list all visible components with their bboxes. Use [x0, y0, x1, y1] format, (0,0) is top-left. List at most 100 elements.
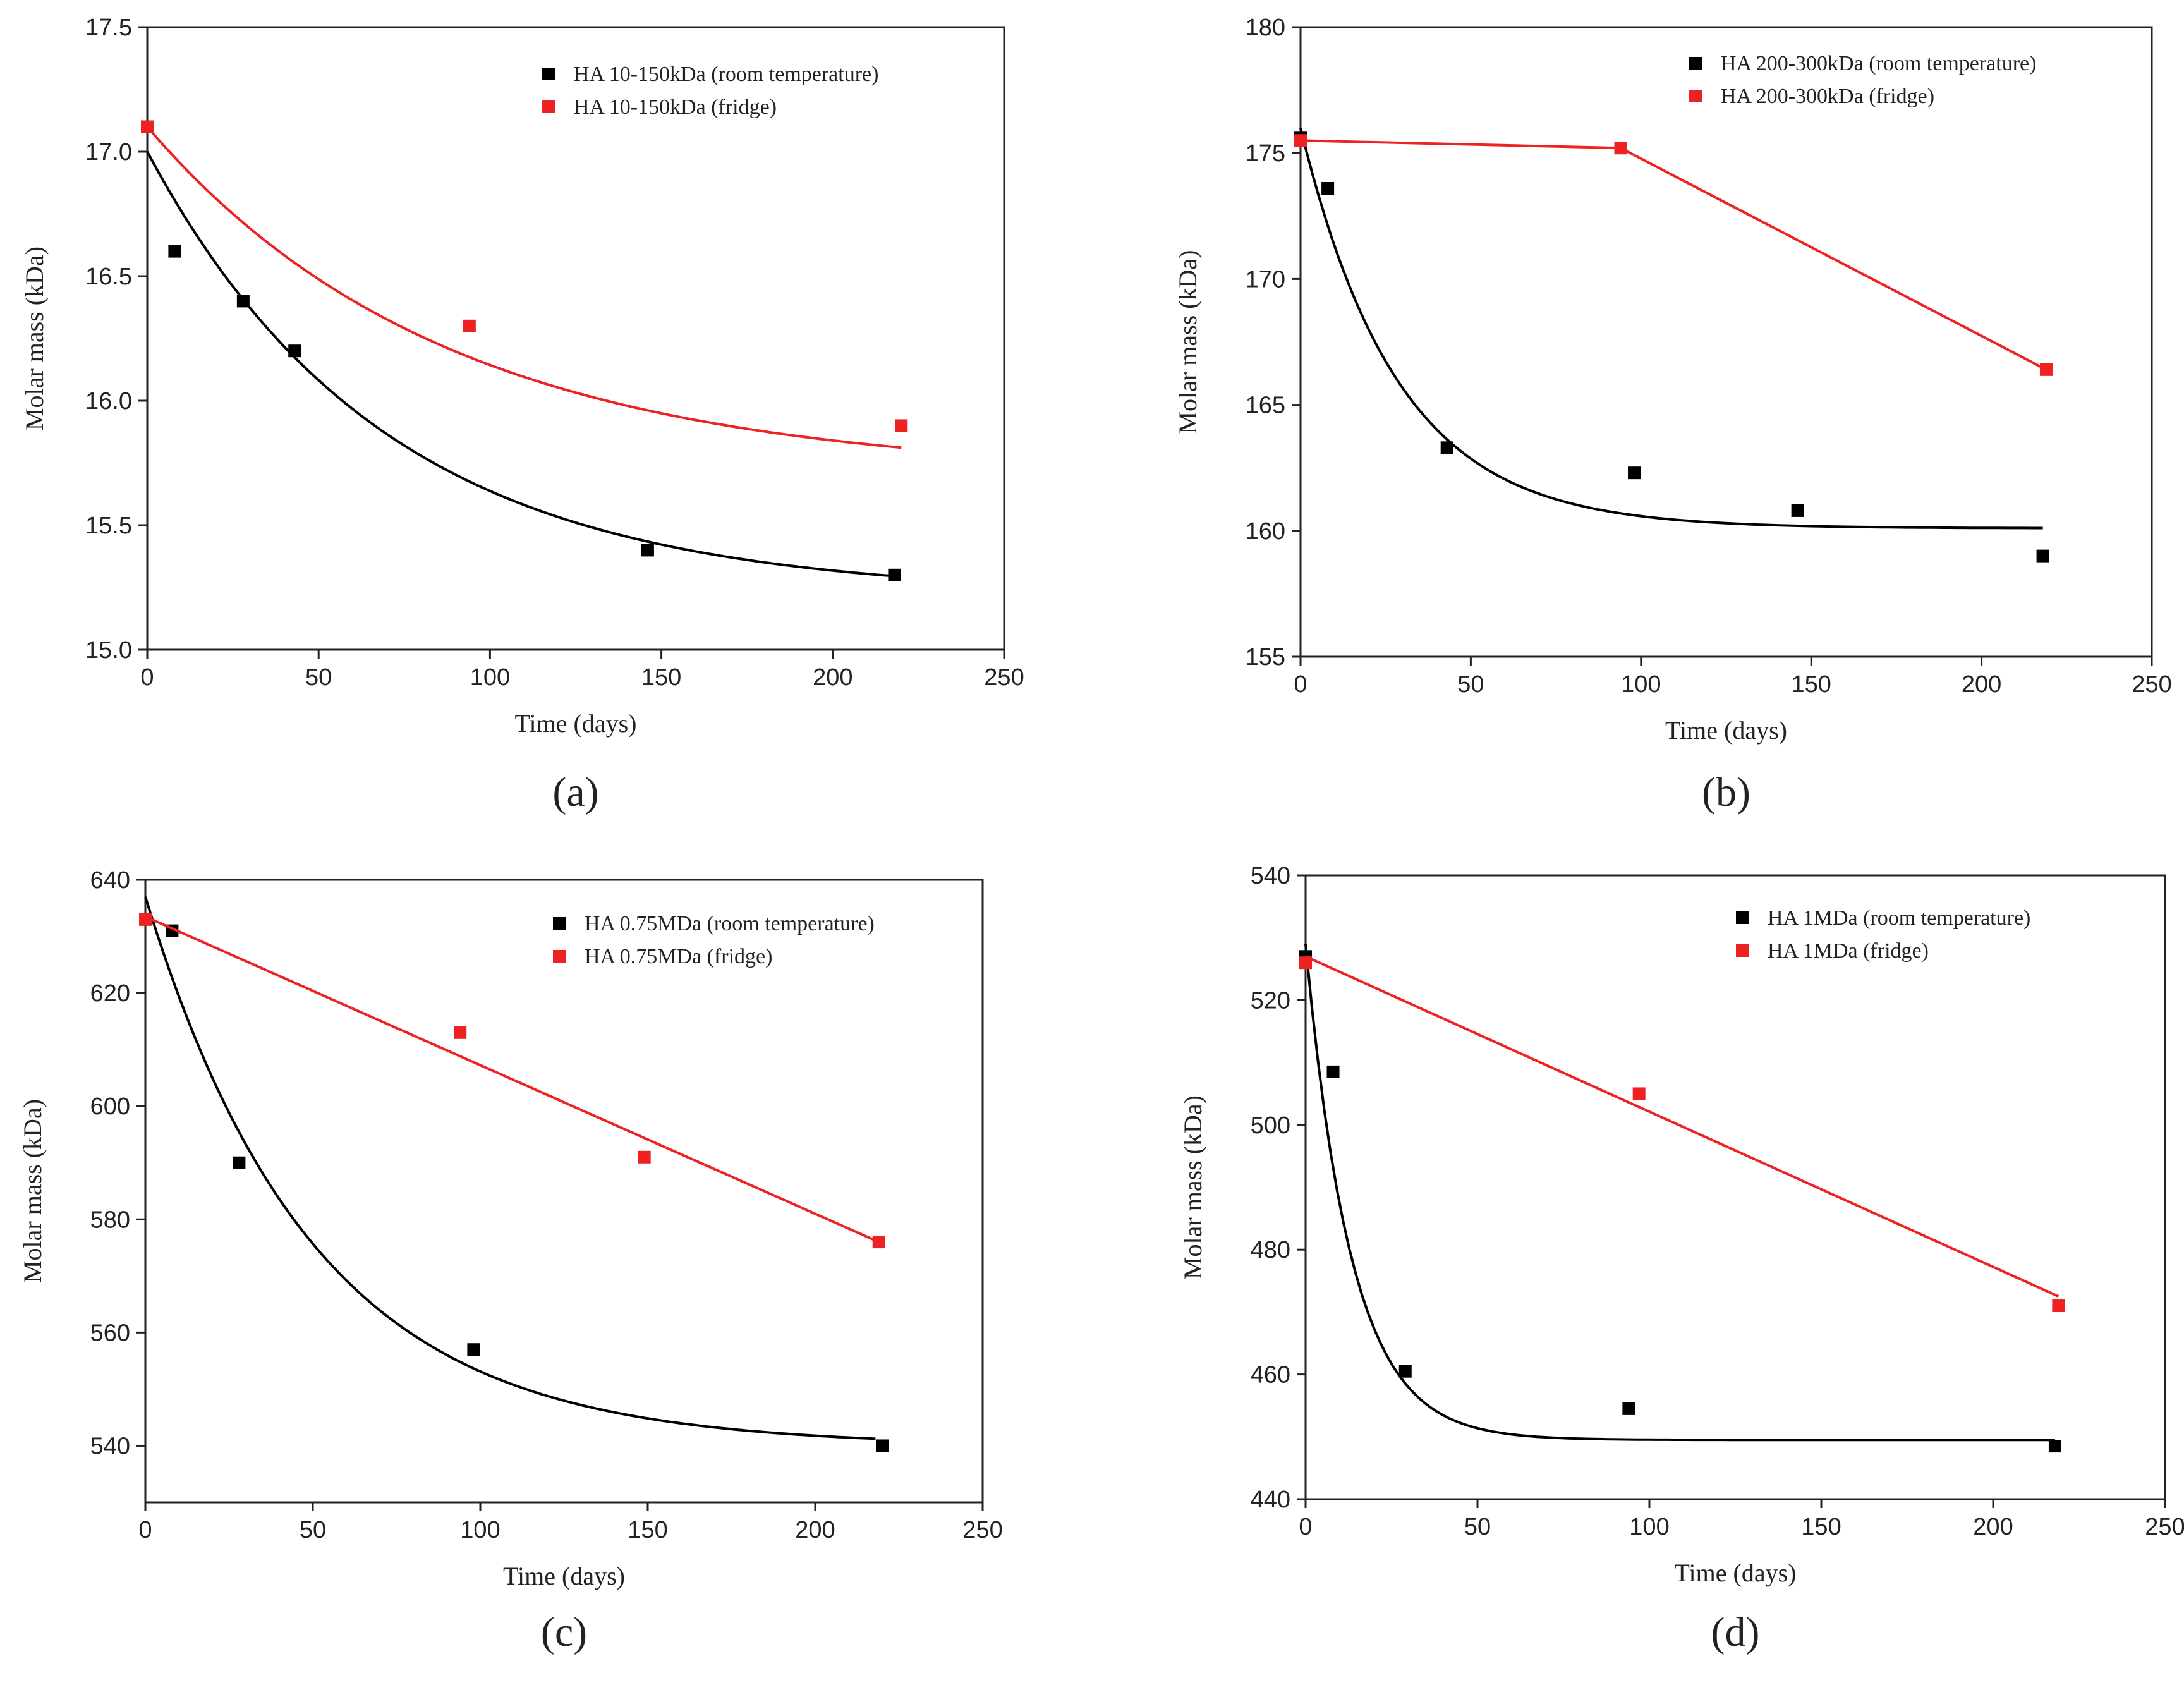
fit-line-series-2 [145, 915, 880, 1243]
y-axis-title: Molar mass (kDa) [18, 1099, 47, 1283]
x-tick-label: 100 [470, 664, 510, 691]
data-point-series-2 [872, 1236, 885, 1249]
data-point-series-2 [139, 913, 152, 926]
fit-line-series-1 [1299, 127, 2043, 530]
y-tick-label: 520 [1251, 987, 1290, 1014]
data-point-series-2 [2039, 363, 2053, 376]
x-axis-title: Time (days) [515, 709, 637, 738]
data-point-series-2 [2052, 1299, 2065, 1313]
y-tick-label: 540 [90, 1433, 130, 1459]
y-tick-label: 460 [1251, 1362, 1290, 1389]
y-tick-label: 16.0 [85, 388, 132, 415]
data-point-series-2 [895, 419, 908, 432]
y-tick-label: 17.5 [85, 15, 132, 41]
fit-line-series-2 [1305, 955, 2060, 1298]
y-tick-label: 560 [90, 1320, 130, 1346]
chart-panel-b: 0 50 100 150 200 250 155 160 165 170 175 180 Time (d… [1174, 15, 2172, 815]
plot-frame [1304, 874, 2166, 1500]
y-axis-title: Molar mass (kDa) [20, 246, 49, 430]
x-axis-title: Time (days) [1675, 1559, 1797, 1587]
panel-label: (c) [541, 1609, 587, 1655]
data-point-series-1 [1398, 1365, 1412, 1378]
data-point-series-1 [888, 568, 901, 581]
x-tick-label: 250 [2132, 671, 2171, 698]
chart-panel-a: 0 50 100 150 200 250 15.0 15.5 16.0 16.5 17.0 17.5 T… [20, 15, 1024, 815]
panel-label: (a) [552, 769, 598, 815]
data-point-series-1 [641, 544, 654, 557]
data-point-series-2 [1299, 956, 1312, 970]
data-point-series-1 [1622, 1402, 1635, 1415]
y-tick-label: 440 [1251, 1487, 1290, 1513]
data-point-series-1 [876, 1439, 889, 1452]
y-tick-label: 160 [1246, 518, 1285, 545]
x-tick-label: 50 [1464, 1514, 1491, 1540]
y-tick-label: 580 [90, 1207, 130, 1233]
x-tick-label: 150 [641, 664, 681, 691]
data-point-series-1 [467, 1343, 480, 1356]
plot-frame [144, 879, 984, 1504]
legend-marker [542, 100, 555, 113]
x-tick-label: 100 [460, 1517, 500, 1543]
y-axis-title: Molar mass (kDa) [1179, 1095, 1207, 1279]
plot-frame [146, 26, 1005, 651]
legend-label: HA 200-300kDa (room temperature) [1721, 52, 2036, 75]
chart-panel-c: 0 50 100 150 200 250 540 560 580 600 620 640 Time (d… [18, 867, 1003, 1655]
legend-marker [1736, 944, 1749, 957]
x-tick-label: 100 [1629, 1514, 1669, 1540]
y-tick-label: 170 [1246, 266, 1285, 293]
x-tick-label: 0 [1299, 1514, 1312, 1540]
legend-label: HA 10-150kDa (room temperature) [574, 63, 878, 86]
legend-marker [553, 917, 566, 930]
y-tick-label: 175 [1246, 140, 1285, 167]
y-tick-label: 640 [90, 867, 130, 894]
x-tick-label: 150 [1791, 671, 1831, 698]
x-tick-label: 200 [1962, 671, 2001, 698]
data-point-series-1 [168, 245, 181, 258]
y-tick-label: 500 [1251, 1112, 1290, 1139]
fit-line-series-1 [1304, 944, 2055, 1442]
x-tick-label: 200 [813, 664, 852, 691]
x-tick-label: 50 [1457, 671, 1484, 698]
panel-label: (d) [1711, 1609, 1760, 1655]
data-point-series-2 [463, 319, 476, 332]
x-tick-label: 0 [138, 1517, 152, 1543]
y-tick-label: 180 [1246, 15, 1285, 41]
legend-marker [542, 68, 555, 80]
x-tick-label: 50 [305, 664, 332, 691]
data-point-series-2 [1294, 134, 1307, 147]
data-point-series-1 [1440, 441, 1453, 454]
fit-line-series-2 [146, 126, 902, 449]
legend-marker [1689, 57, 1702, 70]
data-point-series-2 [1614, 142, 1627, 155]
data-point-series-1 [1791, 504, 1804, 517]
data-point-series-2 [454, 1026, 467, 1039]
chart-panel-d: 0 50 100 150 200 250 440 460 480 500 520 540 Time (d… [1179, 863, 2184, 1655]
legend-label: HA 0.75MDa (room temperature) [585, 912, 875, 935]
x-tick-label: 0 [140, 664, 154, 691]
x-axis-title: Time (days) [1665, 716, 1787, 745]
legend-label: HA 200-300kDa (fridge) [1721, 85, 1934, 108]
data-point-series-2 [141, 120, 154, 133]
legend-label: HA 1MDa (fridge) [1768, 939, 1929, 963]
data-point-series-1 [236, 295, 250, 308]
x-axis-title: Time (days) [503, 1562, 625, 1590]
data-point-series-1 [1326, 1065, 1340, 1078]
legend-label: HA 0.75MDa (fridge) [585, 945, 772, 968]
legend-label: HA 1MDa (room temperature) [1768, 906, 2030, 930]
x-tick-label: 200 [1973, 1514, 2013, 1540]
fit-line-series-1 [146, 151, 895, 578]
legend-marker [553, 950, 566, 963]
y-tick-label: 17.0 [85, 139, 132, 166]
x-tick-label: 250 [962, 1517, 1002, 1543]
data-point-series-1 [2048, 1440, 2061, 1453]
y-tick-label: 540 [1251, 863, 1290, 889]
data-point-series-1 [1321, 181, 1335, 195]
data-point-series-1 [233, 1156, 246, 1169]
data-point-series-1 [2036, 549, 2049, 563]
data-point-series-1 [288, 344, 301, 358]
x-tick-label: 150 [1801, 1514, 1841, 1540]
plot-frame [1299, 26, 2153, 658]
fit-line-series-1 [144, 896, 876, 1440]
data-point-series-2 [638, 1150, 651, 1164]
